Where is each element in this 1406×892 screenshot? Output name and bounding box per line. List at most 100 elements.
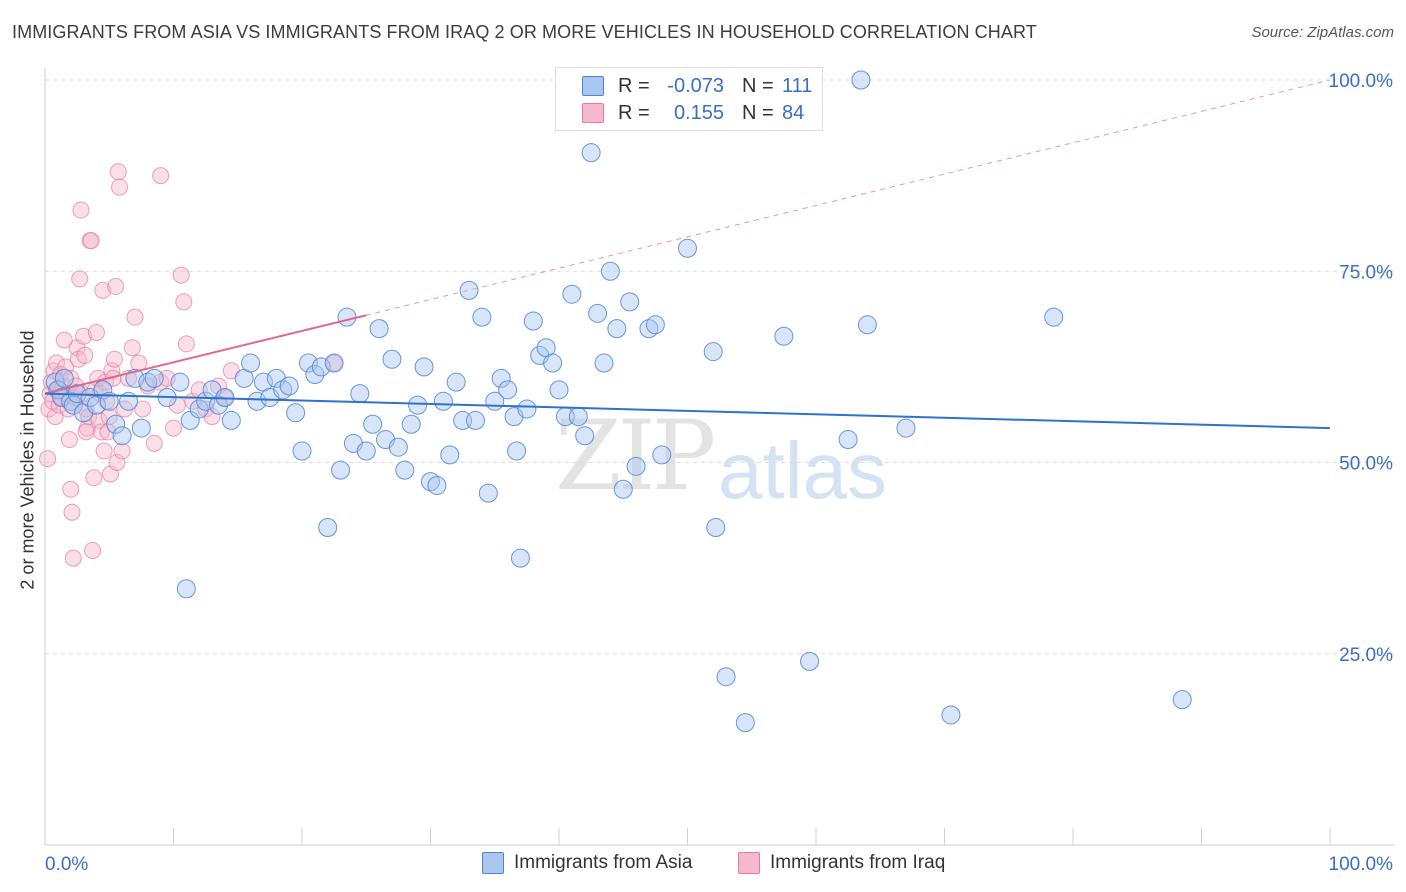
data-point-iraq xyxy=(72,201,90,219)
data-point-asia xyxy=(594,353,614,373)
data-point-asia xyxy=(652,445,672,465)
legend-r-value-asia: -0.073 xyxy=(667,74,724,97)
data-point-asia xyxy=(774,326,794,346)
data-point-asia xyxy=(1044,307,1064,327)
data-point-iraq xyxy=(63,503,81,521)
data-point-iraq xyxy=(48,354,66,372)
legend-n-label: N = xyxy=(742,101,774,124)
data-point-iraq xyxy=(77,423,95,441)
data-point-asia xyxy=(459,280,479,300)
data-point-asia xyxy=(510,548,530,568)
bottom-legend-asia: Immigrants from Asia xyxy=(482,852,692,874)
data-point-iraq xyxy=(46,408,64,426)
x-tick-label: 100.0% xyxy=(1329,854,1394,875)
data-point-iraq xyxy=(84,541,102,559)
data-point-iraq xyxy=(123,339,141,357)
data-point-asia xyxy=(706,518,726,538)
data-point-asia xyxy=(1172,690,1192,710)
data-point-iraq xyxy=(71,270,89,288)
x-tick-label: 0.0% xyxy=(45,854,88,875)
data-point-asia xyxy=(800,651,820,671)
data-point-iraq xyxy=(152,167,170,185)
data-point-asia xyxy=(176,579,196,599)
data-point-asia xyxy=(735,713,755,733)
data-point-asia xyxy=(523,311,543,331)
data-point-asia xyxy=(356,441,376,461)
data-point-asia xyxy=(395,460,415,480)
data-point-asia xyxy=(568,407,588,427)
data-point-asia xyxy=(337,307,357,327)
data-point-asia xyxy=(106,414,126,434)
data-point-asia xyxy=(491,368,511,388)
data-point-asia xyxy=(600,261,620,281)
data-point-asia xyxy=(941,705,961,725)
data-point-asia xyxy=(446,372,466,392)
y-tick-label: 25.0% xyxy=(1339,645,1393,666)
data-point-asia xyxy=(311,357,331,377)
data-point-iraq xyxy=(62,480,80,498)
watermark-atlas: atlas xyxy=(718,426,887,515)
data-point-iraq xyxy=(95,442,113,460)
data-point-iraq xyxy=(126,308,144,326)
data-point-iraq xyxy=(99,423,117,441)
data-point-asia xyxy=(703,342,723,362)
legend-r-label: R = xyxy=(618,74,650,97)
legend-swatch-iraq xyxy=(582,103,604,123)
data-point-asia xyxy=(382,349,402,369)
data-point-iraq xyxy=(107,278,125,296)
bottom-legend-label-iraq: Immigrants from Iraq xyxy=(770,852,946,873)
legend-swatch-asia xyxy=(582,76,604,96)
source-label: Source: ZipAtlas.com xyxy=(1251,24,1394,41)
data-point-asia xyxy=(472,307,492,327)
data-point-iraq xyxy=(76,346,94,364)
data-point-asia xyxy=(196,391,216,411)
data-point-asia xyxy=(465,410,485,430)
data-point-asia xyxy=(478,483,498,503)
data-point-asia xyxy=(543,353,563,373)
data-point-asia xyxy=(99,391,119,411)
data-point-asia xyxy=(363,414,383,434)
data-point-asia xyxy=(857,315,877,335)
data-point-asia xyxy=(131,418,151,438)
data-point-asia xyxy=(581,143,601,163)
bottom-legend-iraq: Immigrants from Iraq xyxy=(738,852,945,874)
data-point-asia xyxy=(678,238,697,258)
correlation-legend: R = -0.073 N = 111 R = 0.155 N = 84 xyxy=(555,67,823,131)
data-point-asia xyxy=(170,372,190,392)
data-point-asia xyxy=(716,667,736,687)
data-point-asia xyxy=(247,391,267,411)
data-point-iraq xyxy=(113,442,131,460)
data-point-iraq xyxy=(93,423,111,441)
data-point-asia xyxy=(507,441,527,461)
data-point-iraq xyxy=(94,281,112,299)
data-point-asia xyxy=(221,410,241,430)
data-point-iraq xyxy=(87,323,105,341)
legend-r-label: R = xyxy=(618,101,650,124)
data-point-asia xyxy=(63,395,83,415)
data-point-iraq xyxy=(109,163,127,181)
data-point-asia xyxy=(607,319,627,339)
data-point-iraq xyxy=(100,408,118,426)
data-point-iraq xyxy=(39,450,57,468)
data-point-asia xyxy=(305,365,325,385)
data-point-asia xyxy=(241,353,261,373)
data-point-iraq xyxy=(85,469,103,487)
chart-title: IMMIGRANTS FROM ASIA VS IMMIGRANTS FROM … xyxy=(12,22,1037,42)
legend-n-value-asia: 111 xyxy=(782,74,813,97)
data-point-asia xyxy=(401,414,421,434)
data-point-asia xyxy=(318,518,338,538)
data-point-asia xyxy=(575,426,595,446)
data-point-asia xyxy=(144,368,164,388)
data-point-asia xyxy=(562,284,582,304)
legend-row-iraq: R = 0.155 N = 84 xyxy=(582,101,804,125)
watermark-zip: ZIP xyxy=(555,400,716,512)
data-point-asia xyxy=(588,303,608,323)
legend-n-label: N = xyxy=(742,74,774,97)
data-point-asia xyxy=(54,368,74,388)
bottom-legend-label-asia: Immigrants from Asia xyxy=(514,852,693,873)
data-point-asia xyxy=(613,479,633,499)
data-point-asia xyxy=(388,437,408,457)
data-point-asia xyxy=(414,357,434,377)
data-point-iraq xyxy=(60,431,78,449)
